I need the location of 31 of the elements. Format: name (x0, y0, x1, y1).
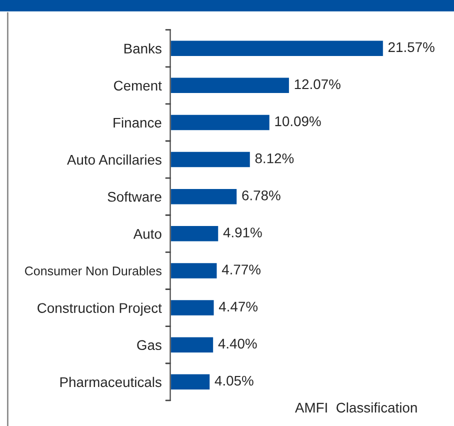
y-tick-label: Banks (124, 43, 162, 54)
y-tick-label: Consumer Non Durables (25, 266, 162, 276)
data-label: 4.05% (214, 376, 254, 386)
data-label: 4.91% (223, 228, 262, 238)
data-label: 6.78% (242, 190, 280, 200)
data-label: 4.47% (218, 302, 258, 312)
data-label: 21.57% (388, 42, 434, 52)
bar (170, 76, 290, 94)
bar (170, 39, 384, 58)
bar (170, 298, 216, 317)
y-tick-label: Gas (137, 340, 162, 350)
data-label: 8.12% (255, 153, 294, 164)
bar (170, 336, 214, 354)
data-label: 12.07% (294, 79, 340, 90)
y-tick-label: Construction Project (38, 302, 162, 316)
y-tick-label: Auto (133, 229, 162, 239)
data-label: 4.77% (222, 264, 260, 274)
y-tick-label: Pharmaceuticals (60, 376, 162, 388)
bar (170, 224, 220, 243)
bar (170, 188, 238, 206)
bar (170, 150, 252, 169)
y-tick-label: Auto Ancillaries (66, 154, 162, 165)
bar (170, 262, 218, 280)
y-tick-label: Software (108, 192, 162, 202)
data-label: 10.09% (275, 116, 321, 126)
bar (170, 372, 212, 391)
y-tick-label: Cement (114, 80, 162, 91)
y-tick-label: Finance (114, 117, 162, 128)
bar (170, 113, 271, 132)
data-label: 4.40% (218, 338, 257, 349)
text: AMFI Classification (295, 402, 417, 413)
